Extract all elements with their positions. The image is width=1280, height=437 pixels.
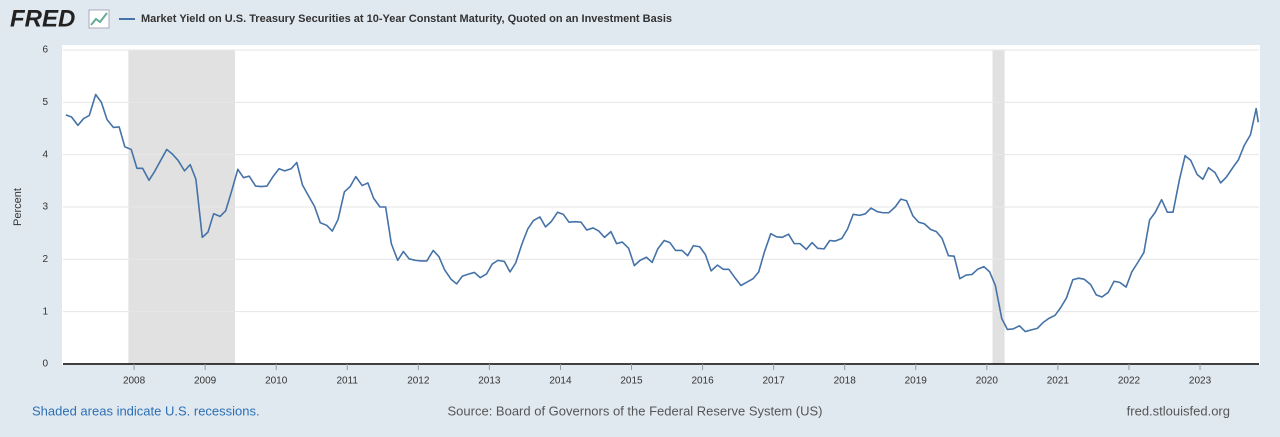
- y-tick-label: 2: [42, 254, 48, 265]
- x-tick-label: 2018: [834, 376, 857, 387]
- x-tick-label: 2008: [123, 376, 146, 387]
- plot-area: [62, 45, 1260, 365]
- x-tick-label: 2014: [549, 376, 572, 387]
- x-tick-label: 2013: [478, 376, 501, 387]
- x-tick-label: 2023: [1189, 376, 1212, 387]
- legend-label: Market Yield on U.S. Treasury Securities…: [141, 13, 672, 25]
- source: Source: Board of Governors of the Federa…: [448, 403, 823, 418]
- x-tick-label: 2015: [620, 376, 643, 387]
- y-tick-label: 1: [42, 306, 48, 317]
- logo[interactable]: FRED: [10, 5, 75, 32]
- x-tick-label: 2020: [976, 376, 999, 387]
- y-axis-label: Percent: [12, 188, 24, 226]
- x-tick-label: 2022: [1118, 376, 1141, 387]
- y-tick-label: 5: [42, 97, 48, 108]
- recession-note[interactable]: Shaded areas indicate U.S. recessions.: [32, 403, 260, 418]
- y-tick-label: 4: [42, 149, 48, 160]
- logo-icon: [88, 9, 110, 29]
- credit[interactable]: fred.stlouisfed.org: [1127, 403, 1230, 418]
- x-tick-label: 2017: [763, 376, 786, 387]
- y-tick-label: 0: [42, 359, 48, 370]
- x-tick-label: 2016: [691, 376, 714, 387]
- series-line: [65, 93, 1260, 333]
- x-tick-label: 2010: [265, 376, 288, 387]
- x-tick-label: 2012: [407, 376, 430, 387]
- x-tick-label: 2021: [1047, 376, 1070, 387]
- x-tick-label: 2011: [336, 376, 358, 387]
- x-tick-label: 2009: [194, 376, 217, 387]
- y-tick-label: 6: [42, 45, 48, 56]
- x-tick-label: 2019: [905, 376, 928, 387]
- y-tick-label: 3: [42, 202, 48, 213]
